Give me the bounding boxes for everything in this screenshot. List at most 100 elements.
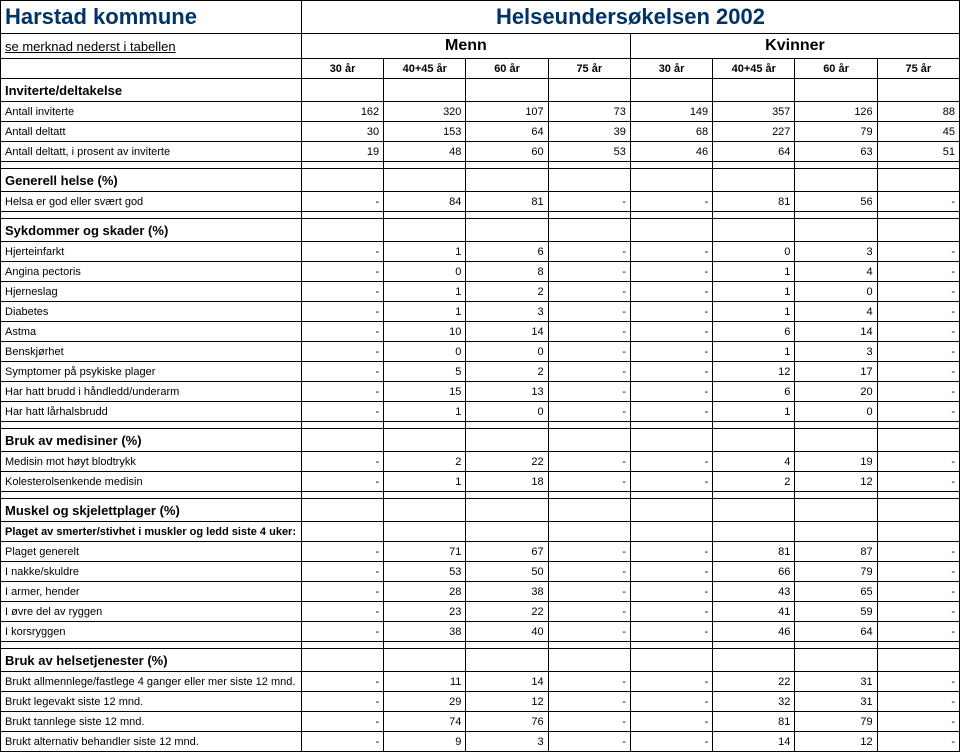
data-cell: 3 [466, 302, 548, 322]
data-cell: 28 [384, 582, 466, 602]
data-cell: 18 [466, 472, 548, 492]
row-label: I armer, hender [1, 582, 302, 602]
data-cell: 12 [795, 472, 877, 492]
data-cell: 14 [466, 322, 548, 342]
data-cell: - [301, 302, 383, 322]
spacer-row [1, 492, 960, 499]
data-cell: - [877, 732, 959, 752]
data-cell: - [877, 672, 959, 692]
data-cell: 43 [713, 582, 795, 602]
age-header: 60 år [466, 59, 548, 79]
data-cell: - [301, 562, 383, 582]
data-cell: 71 [384, 542, 466, 562]
data-cell: - [630, 472, 712, 492]
row-label: Astma [1, 322, 302, 342]
row-label: Symptomer på psykiske plager [1, 362, 302, 382]
data-cell: - [877, 382, 959, 402]
row-label: Hjerneslag [1, 282, 302, 302]
data-cell: - [548, 262, 630, 282]
data-cell: 53 [384, 562, 466, 582]
data-cell: 1 [713, 262, 795, 282]
data-cell: 162 [301, 102, 383, 122]
data-cell: - [301, 322, 383, 342]
data-cell: 40 [466, 622, 548, 642]
data-cell: 4 [795, 302, 877, 322]
data-cell: 320 [384, 102, 466, 122]
table-row: Brukt allmennlege/fastlege 4 ganger elle… [1, 672, 960, 692]
data-cell: - [630, 542, 712, 562]
data-cell: 0 [795, 402, 877, 422]
data-cell: 15 [384, 382, 466, 402]
data-cell: - [877, 542, 959, 562]
data-cell: 9 [384, 732, 466, 752]
data-cell: 12 [795, 732, 877, 752]
table-row: Har hatt brudd i håndledd/underarm-1513-… [1, 382, 960, 402]
data-cell: - [630, 402, 712, 422]
spacer-row [1, 212, 960, 219]
table-row: Hjerteinfarkt-16--03- [1, 242, 960, 262]
row-label: I nakke/skuldre [1, 562, 302, 582]
data-cell: - [630, 322, 712, 342]
data-cell: 84 [384, 192, 466, 212]
data-cell: - [548, 382, 630, 402]
data-cell: - [877, 472, 959, 492]
data-cell: 2 [713, 472, 795, 492]
gender-header-men: Menn [301, 34, 630, 59]
data-cell: 4 [795, 262, 877, 282]
data-cell: - [548, 302, 630, 322]
data-cell: 46 [713, 622, 795, 642]
data-cell: - [548, 582, 630, 602]
data-cell: - [877, 402, 959, 422]
data-cell: 1 [713, 282, 795, 302]
data-cell: - [548, 692, 630, 712]
data-cell: 227 [713, 122, 795, 142]
data-cell: - [630, 562, 712, 582]
age-header: 60 år [795, 59, 877, 79]
data-cell: - [630, 362, 712, 382]
data-cell: - [630, 192, 712, 212]
data-cell: 14 [795, 322, 877, 342]
data-cell: - [877, 582, 959, 602]
data-cell: - [877, 712, 959, 732]
data-cell: - [548, 282, 630, 302]
data-cell: - [630, 382, 712, 402]
data-cell: - [548, 452, 630, 472]
data-cell: 22 [713, 672, 795, 692]
data-cell: 12 [466, 692, 548, 712]
data-cell: 13 [466, 382, 548, 402]
data-cell: 41 [713, 602, 795, 622]
data-cell: 59 [795, 602, 877, 622]
table-row: I korsryggen-3840--4664- [1, 622, 960, 642]
data-cell: 32 [713, 692, 795, 712]
table-row: Astma-1014--614- [1, 322, 960, 342]
data-cell: 31 [795, 692, 877, 712]
data-cell: 1 [713, 342, 795, 362]
data-cell: 1 [384, 472, 466, 492]
table-note: se merknad nederst i tabellen [1, 34, 302, 59]
data-cell: - [548, 672, 630, 692]
data-cell: 81 [466, 192, 548, 212]
data-cell: - [301, 192, 383, 212]
data-cell: 0 [466, 342, 548, 362]
age-header: 30 år [301, 59, 383, 79]
data-cell: - [630, 602, 712, 622]
data-cell: - [630, 692, 712, 712]
data-cell: - [877, 302, 959, 322]
data-cell: - [877, 262, 959, 282]
data-cell: - [548, 602, 630, 622]
data-cell: - [877, 622, 959, 642]
table-row: Brukt alternativ behandler siste 12 mnd.… [1, 732, 960, 752]
data-cell: 56 [795, 192, 877, 212]
data-cell: 23 [384, 602, 466, 622]
data-cell: 1 [384, 242, 466, 262]
row-label: Diabetes [1, 302, 302, 322]
spacer-row [1, 642, 960, 649]
data-cell: - [301, 672, 383, 692]
data-cell: 2 [466, 362, 548, 382]
table-row: Angina pectoris-08--14- [1, 262, 960, 282]
data-cell: - [877, 602, 959, 622]
row-label: Antall deltatt, i prosent av inviterte [1, 142, 302, 162]
data-cell: - [877, 322, 959, 342]
data-cell: 0 [713, 242, 795, 262]
survey-title: Helseundersøkelsen 2002 [301, 1, 959, 34]
